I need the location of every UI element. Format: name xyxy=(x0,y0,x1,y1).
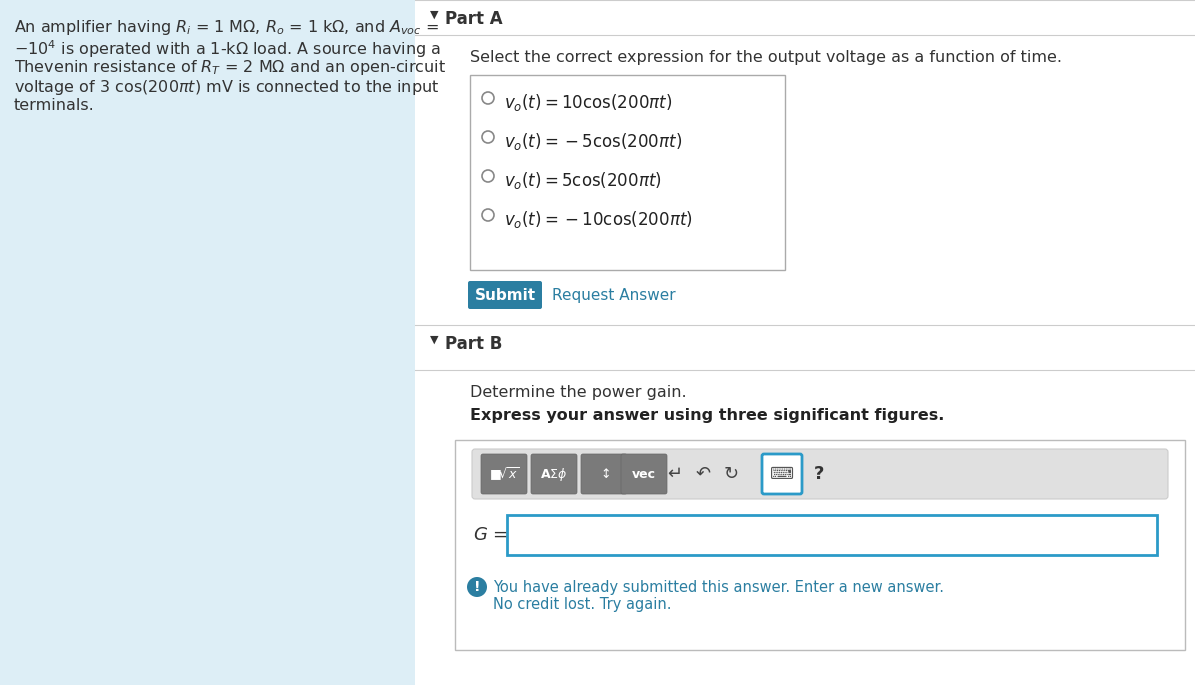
Text: Select the correct expression for the output voltage as a function of time.: Select the correct expression for the ou… xyxy=(470,50,1062,65)
FancyBboxPatch shape xyxy=(472,449,1168,499)
Bar xyxy=(0,0,415,685)
Text: ↻: ↻ xyxy=(723,465,739,483)
Text: $\blacksquare\!\sqrt{x}$: $\blacksquare\!\sqrt{x}$ xyxy=(489,465,519,483)
Text: $\updownarrow$: $\updownarrow$ xyxy=(598,467,611,481)
Circle shape xyxy=(467,577,488,597)
Text: terminals.: terminals. xyxy=(14,98,94,113)
Text: Part B: Part B xyxy=(445,335,502,353)
Bar xyxy=(415,370,1195,685)
Text: $v_o(t) = -10\cos(200\pi t)$: $v_o(t) = -10\cos(200\pi t)$ xyxy=(504,209,693,230)
Text: Request Answer: Request Answer xyxy=(552,288,675,303)
Text: $v_o(t) = 10\cos(200\pi t)$: $v_o(t) = 10\cos(200\pi t)$ xyxy=(504,92,673,113)
Text: A$\Sigma\phi$: A$\Sigma\phi$ xyxy=(540,466,568,482)
Text: voltage of 3 cos(200$\pi t$) mV is connected to the input: voltage of 3 cos(200$\pi t$) mV is conne… xyxy=(14,78,440,97)
Text: ▼: ▼ xyxy=(430,335,439,345)
FancyBboxPatch shape xyxy=(507,515,1157,555)
Text: ↶: ↶ xyxy=(695,465,711,483)
Text: $v_o(t) = 5\cos(200\pi t)$: $v_o(t) = 5\cos(200\pi t)$ xyxy=(504,170,662,191)
Text: Express your answer using three significant figures.: Express your answer using three signific… xyxy=(470,408,944,423)
FancyBboxPatch shape xyxy=(621,454,667,494)
Text: An amplifier having $R_i$ = 1 M$\Omega$, $R_o$ = 1 k$\Omega$, and $A_{voc}$ =: An amplifier having $R_i$ = 1 M$\Omega$,… xyxy=(14,18,439,37)
Bar xyxy=(415,325,1195,370)
Text: $v_o(t) = -5\cos(200\pi t)$: $v_o(t) = -5\cos(200\pi t)$ xyxy=(504,131,682,152)
Text: No credit lost. Try again.: No credit lost. Try again. xyxy=(494,597,672,612)
FancyBboxPatch shape xyxy=(581,454,627,494)
FancyBboxPatch shape xyxy=(455,440,1185,650)
FancyBboxPatch shape xyxy=(468,281,543,309)
FancyBboxPatch shape xyxy=(531,454,577,494)
Text: ▼: ▼ xyxy=(430,10,439,20)
Text: Part A: Part A xyxy=(445,10,503,28)
Bar xyxy=(415,0,1195,390)
Text: vec: vec xyxy=(632,467,656,480)
FancyBboxPatch shape xyxy=(762,454,802,494)
Bar xyxy=(415,390,1195,685)
FancyBboxPatch shape xyxy=(470,75,785,270)
Text: ↵: ↵ xyxy=(668,465,682,483)
Text: Submit: Submit xyxy=(474,288,535,303)
Text: $-10^4$ is operated with a 1-k$\Omega$ load. A source having a: $-10^4$ is operated with a 1-k$\Omega$ l… xyxy=(14,38,441,60)
Text: Determine the power gain.: Determine the power gain. xyxy=(470,385,687,400)
Text: Thevenin resistance of $R_T$ = 2 M$\Omega$ and an open-circuit: Thevenin resistance of $R_T$ = 2 M$\Omeg… xyxy=(14,58,446,77)
FancyBboxPatch shape xyxy=(482,454,527,494)
Text: You have already submitted this answer. Enter a new answer.: You have already submitted this answer. … xyxy=(494,580,944,595)
Text: ⌨: ⌨ xyxy=(770,465,793,483)
Text: ?: ? xyxy=(814,465,825,483)
Text: $G$ =: $G$ = xyxy=(473,526,508,544)
Text: !: ! xyxy=(473,580,480,594)
